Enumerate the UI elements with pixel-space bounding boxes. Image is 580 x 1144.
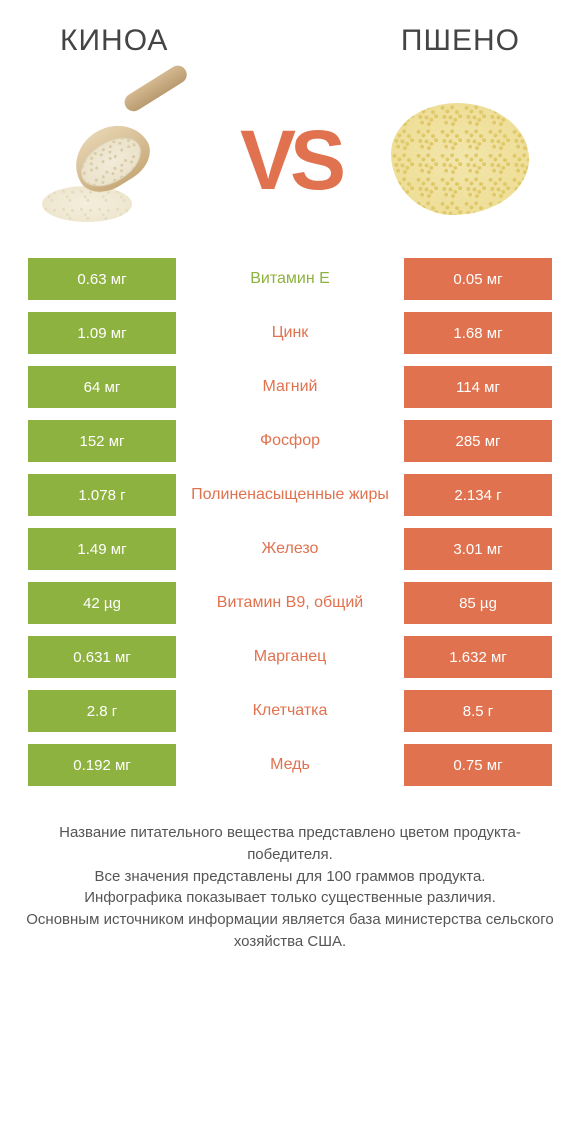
quinoa-icon [40,90,200,230]
table-row: 64 мгМагний114 мг [28,366,552,408]
table-row: 1.49 мгЖелезо3.01 мг [28,528,552,570]
left-value-cell: 0.631 мг [28,636,176,678]
right-value-cell: 8.5 г [404,690,552,732]
footnote-line: Основным источником информации является … [20,909,560,953]
hero-row: VS [0,70,580,258]
nutrient-label: Железо [176,528,404,570]
nutrient-label: Марганец [176,636,404,678]
nutrient-label: Медь [176,744,404,786]
nutrient-label: Клетчатка [176,690,404,732]
footnote-line: Название питательного вещества представл… [20,822,560,866]
right-value-cell: 1.632 мг [404,636,552,678]
left-value-cell: 0.63 мг [28,258,176,300]
left-value-cell: 64 мг [28,366,176,408]
nutrient-label: Фосфор [176,420,404,462]
right-value-cell: 285 мг [404,420,552,462]
left-value-cell: 0.192 мг [28,744,176,786]
right-value-cell: 2.134 г [404,474,552,516]
right-value-cell: 0.75 мг [404,744,552,786]
right-product-title: ПШЕНО [401,24,520,58]
right-value-cell: 85 µg [404,582,552,624]
table-row: 1.078 гПолиненасыщенные жиры2.134 г [28,474,552,516]
nutrient-label: Цинк [176,312,404,354]
header: КИНОА ПШЕНО [0,0,580,70]
left-value-cell: 2.8 г [28,690,176,732]
table-row: 1.09 мгЦинк1.68 мг [28,312,552,354]
nutrient-label: Витамин E [176,258,404,300]
millet-icon [375,85,545,235]
nutrient-label: Витамин B9, общий [176,582,404,624]
left-value-cell: 42 µg [28,582,176,624]
left-value-cell: 152 мг [28,420,176,462]
left-value-cell: 1.078 г [28,474,176,516]
left-value-cell: 1.49 мг [28,528,176,570]
footnote: Название питательного вещества представл… [0,798,580,953]
table-row: 42 µgВитамин B9, общий85 µg [28,582,552,624]
right-value-cell: 3.01 мг [404,528,552,570]
left-product-title: КИНОА [60,24,168,58]
right-value-cell: 114 мг [404,366,552,408]
left-product-illustration [30,80,210,240]
nutrient-label: Полиненасыщенные жиры [176,474,404,516]
footnote-line: Все значения представлены для 100 граммо… [20,866,560,888]
nutrient-label: Магний [176,366,404,408]
table-row: 0.192 мгМедь0.75 мг [28,744,552,786]
right-product-illustration [370,80,550,240]
left-value-cell: 1.09 мг [28,312,176,354]
table-row: 152 мгФосфор285 мг [28,420,552,462]
comparison-table: 0.63 мгВитамин E0.05 мг 1.09 мгЦинк1.68 м… [0,258,580,786]
table-row: 0.63 мгВитамин E0.05 мг [28,258,552,300]
right-value-cell: 1.68 мг [404,312,552,354]
footnote-line: Инфографика показывает только существенн… [20,887,560,909]
vs-label: VS [240,118,340,202]
table-row: 2.8 гКлетчатка8.5 г [28,690,552,732]
right-value-cell: 0.05 мг [404,258,552,300]
table-row: 0.631 мгМарганец1.632 мг [28,636,552,678]
